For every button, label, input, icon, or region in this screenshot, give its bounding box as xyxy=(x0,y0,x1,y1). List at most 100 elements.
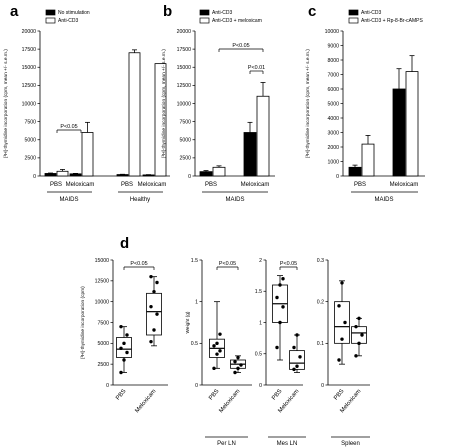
box xyxy=(116,337,132,358)
y-tick-label: 1 xyxy=(195,299,198,305)
y-tick-label: 12500 xyxy=(177,83,192,89)
y-tick-label: 12500 xyxy=(22,83,37,89)
y-tick-label: 2500 xyxy=(24,156,36,162)
legend-swatch xyxy=(199,17,210,24)
data-point xyxy=(218,332,222,336)
y-axis-label: [³H]-thymidine incorporation (cpm) xyxy=(80,286,86,359)
data-point xyxy=(149,339,153,344)
y-axis-label: [³H]-thymidine incorporation (cpm, mean … xyxy=(161,49,167,158)
box xyxy=(351,326,367,344)
legend-swatch xyxy=(348,17,359,24)
y-tick-label: 15000 xyxy=(22,65,37,71)
y-tick-label: 2000 xyxy=(327,145,339,151)
significance-label: P<0.05 xyxy=(60,124,77,130)
y-tick-label: 0 xyxy=(106,383,109,389)
bar-no-stimulation xyxy=(44,173,57,177)
data-point xyxy=(343,320,347,325)
y-tick-label: 0 xyxy=(188,174,191,180)
bar-no-stimulation xyxy=(69,173,82,177)
x-category-label: PBS xyxy=(121,182,133,188)
y-tick-label: 9000 xyxy=(327,43,339,49)
legend-label: Anti-CD3 xyxy=(58,18,79,24)
bar-anti-cd3-meloxicam xyxy=(212,166,226,177)
y-tick-label: 5000 xyxy=(179,138,191,144)
y-tick-label: 7500 xyxy=(97,320,109,326)
data-point xyxy=(233,359,237,364)
y-tick-label: 0 xyxy=(321,383,324,389)
x-category-label: Meloxicam xyxy=(138,182,167,188)
x-category-label: Meloxicam xyxy=(218,388,241,414)
data-point xyxy=(292,345,296,350)
chart-panel-d1: 0 2500 5000 7500 10000 12500 15000 [³H]-thymidi… xyxy=(80,258,168,414)
x-category-label: Meloxicam xyxy=(390,182,419,188)
data-point xyxy=(215,341,219,346)
x-category-label: Meloxicam xyxy=(134,388,157,414)
box xyxy=(334,301,350,344)
y-tick-label: 3000 xyxy=(327,130,339,136)
y-tick-label: 1 xyxy=(259,320,262,326)
group-label: MAIDS xyxy=(59,197,78,203)
data-point xyxy=(119,370,123,375)
data-point xyxy=(357,341,361,346)
legend-swatch xyxy=(348,9,359,16)
data-point xyxy=(357,316,361,321)
bar-anti-cd3-rp-8-br-camps xyxy=(405,71,419,177)
data-point xyxy=(292,367,296,372)
y-tick-label: 17500 xyxy=(177,47,192,53)
significance-label: P<0.05 xyxy=(280,261,297,267)
data-point xyxy=(278,283,282,287)
panel-letter-d: d xyxy=(120,235,129,252)
y-tick-label: 2500 xyxy=(97,362,109,368)
data-point xyxy=(125,333,129,337)
data-point xyxy=(155,312,159,316)
data-point xyxy=(275,295,279,300)
y-tick-label: 20000 xyxy=(22,29,37,35)
data-point xyxy=(281,277,285,281)
y-tick-label: 7500 xyxy=(24,119,36,125)
significance-label: P<0.05 xyxy=(130,261,147,267)
y-tick-label: 12500 xyxy=(95,279,110,285)
y-tick-label: 0 xyxy=(336,174,339,180)
y-tick-label: 2 xyxy=(259,258,262,264)
y-axis-label: Weight (g) xyxy=(185,311,191,333)
y-tick-label: 10000 xyxy=(95,299,110,305)
data-point xyxy=(152,328,156,332)
data-point xyxy=(340,337,344,341)
x-category-label: PBS xyxy=(115,388,127,401)
x-category-label: PBS xyxy=(205,182,217,188)
y-tick-label: 10000 xyxy=(325,29,340,35)
data-point xyxy=(236,366,240,371)
bar-anti-cd3 xyxy=(128,52,141,177)
panel-letter-a: a xyxy=(10,3,19,20)
legend-label: Anti-CD3 xyxy=(212,10,233,16)
y-tick-label: 0.5 xyxy=(255,352,262,358)
legend-swatch xyxy=(45,9,56,16)
y-tick-label: 0.1 xyxy=(317,341,324,347)
group-label: Healthy xyxy=(130,197,150,203)
data-point xyxy=(155,280,159,285)
data-point xyxy=(278,320,282,325)
y-tick-label: 2500 xyxy=(179,156,191,162)
y-tick-label: 20000 xyxy=(177,29,192,35)
bar-anti-cd3 xyxy=(154,63,167,177)
legend-label: Anti-CD3 + meloxicam xyxy=(212,18,262,24)
data-point xyxy=(119,346,123,351)
data-point xyxy=(215,352,219,356)
bar-anti-cd3 xyxy=(56,170,69,177)
bar-anti-cd3-meloxicam xyxy=(256,95,270,177)
box xyxy=(289,350,305,370)
y-tick-label: 15000 xyxy=(177,65,192,71)
x-category-label: PBS xyxy=(271,388,283,401)
y-tick-label: 4000 xyxy=(327,116,339,122)
bar-anti-cd3 xyxy=(348,166,362,177)
data-point xyxy=(149,304,153,309)
y-tick-label: 15000 xyxy=(95,258,110,264)
chart-panel-b: 0 2500 5000 7500 10000 12500 15000 17500 20000 [³… xyxy=(161,9,275,203)
data-point xyxy=(233,370,237,375)
panel-letter-c: c xyxy=(308,3,316,20)
y-tick-label: 1000 xyxy=(327,159,339,165)
x-category-label: PBS xyxy=(354,182,366,188)
bar-anti-cd3-rp-8-br-camps xyxy=(361,143,375,177)
